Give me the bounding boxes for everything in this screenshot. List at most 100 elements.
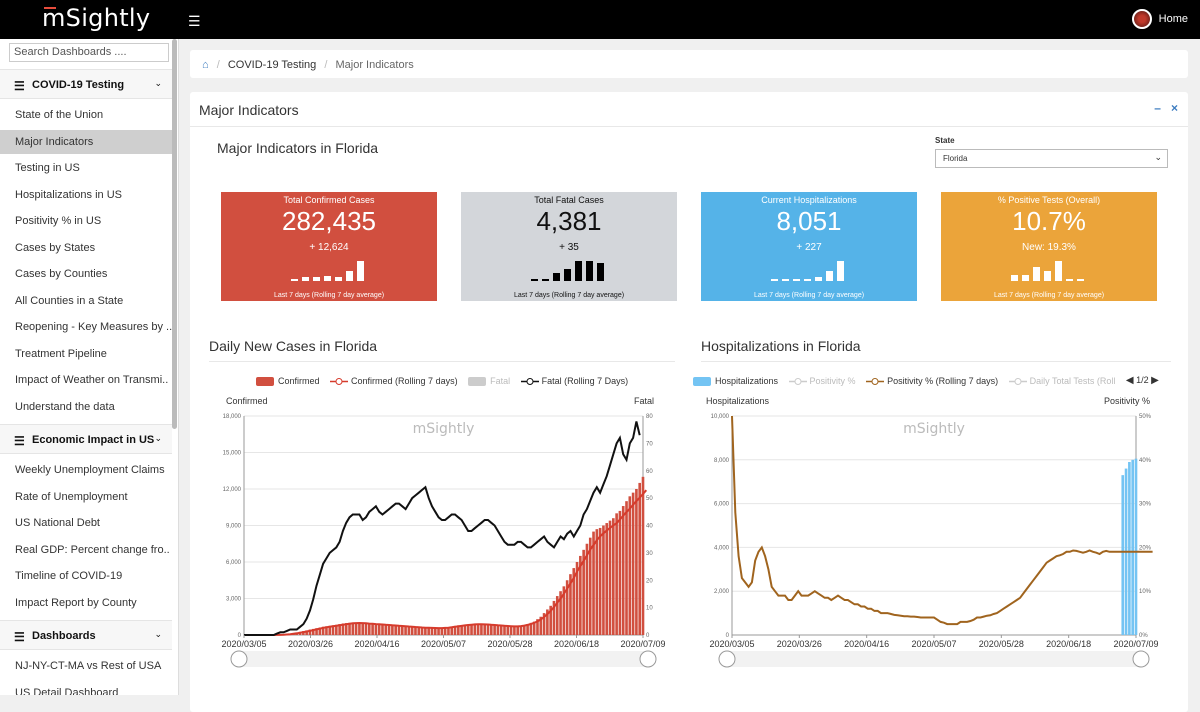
sidebar-section-header[interactable]: ☰COVID-19 Testing⌄: [0, 69, 172, 99]
legend-fatal[interactable]: Fatal: [468, 376, 510, 386]
sparkline-bar: [291, 279, 298, 281]
x-tick-label: 2020/05/28: [979, 639, 1024, 649]
chart-bar: [1131, 460, 1134, 635]
app-logo[interactable]: mSightly: [42, 4, 150, 32]
sidebar-item[interactable]: Timeline of COVID-19: [0, 564, 172, 588]
kpi-title: Current Hospitalizations: [701, 195, 917, 205]
range-handle-left[interactable]: [231, 651, 247, 667]
home-label[interactable]: Home: [1159, 13, 1188, 25]
sidebar-item[interactable]: Impact of Weather on Transmi..: [0, 368, 172, 392]
sparkline-bar: [542, 279, 549, 281]
home-link[interactable]: Home: [1132, 9, 1188, 29]
legend-positivity[interactable]: Positivity %: [789, 376, 856, 386]
kpi-footer: Last 7 days (Rolling 7 day average): [221, 292, 437, 299]
sidebar-item[interactable]: Rate of Unemployment: [0, 485, 172, 509]
sidebar-item[interactable]: All Counties in a State: [0, 289, 172, 313]
search-dashboards-input[interactable]: Search Dashboards ....: [9, 43, 169, 62]
sidebar-scrollbar[interactable]: [172, 39, 177, 429]
user-avatar[interactable]: [1132, 9, 1152, 29]
cases-right-axis-title: Fatal: [634, 396, 654, 406]
chart-bar: [629, 496, 632, 635]
chart-bar: [510, 626, 513, 635]
legend-next-icon[interactable]: ▶: [1151, 375, 1159, 386]
breadcrumb-covid-testing[interactable]: COVID-19 Testing: [228, 59, 316, 71]
sparkline-bar: [1066, 279, 1073, 281]
range-slider-track: [239, 651, 648, 667]
breadcrumb-separator: /: [324, 59, 327, 71]
chart-bar: [470, 624, 473, 635]
kpi-title: Total Confirmed Cases: [221, 195, 437, 205]
cases-chart[interactable]: 03,0006,0009,00012,00015,00018,000010203…: [220, 410, 665, 695]
sparkline-bar: [771, 279, 778, 281]
chart-bar: [434, 628, 437, 635]
sidebar-item[interactable]: Testing in US: [0, 156, 172, 180]
chart-bar: [513, 626, 516, 635]
menu-icon: ☰: [14, 434, 25, 448]
chart-bar: [421, 628, 424, 635]
sparkline-bar: [1022, 275, 1029, 281]
sidebar-item[interactable]: Hospitalizations in US: [0, 183, 172, 207]
chart-bar: [391, 626, 394, 635]
chart-bar: [612, 518, 615, 635]
sidebar-item[interactable]: Major Indicators: [0, 130, 172, 154]
legend-hospitalizations[interactable]: Hospitalizations: [693, 376, 778, 386]
legend-confirmed-rolling[interactable]: Confirmed (Rolling 7 days): [330, 376, 458, 386]
sidebar-item[interactable]: Impact Report by County: [0, 591, 172, 615]
minimize-icon[interactable]: –: [1154, 101, 1161, 115]
sidebar-item[interactable]: Treatment Pipeline: [0, 342, 172, 366]
chart-bar: [371, 624, 374, 635]
legend-fatal-rolling[interactable]: Fatal (Rolling 7 Days): [521, 376, 629, 386]
sparkline-bar: [553, 273, 560, 281]
chevron-down-icon[interactable]: ⌄: [154, 433, 162, 444]
right-tick-label: 50: [646, 496, 653, 502]
sidebar-section-header[interactable]: ☰Dashboards⌄: [0, 620, 172, 650]
x-tick-label: 2020/07/09: [1113, 639, 1158, 649]
sidebar-item[interactable]: Real GDP: Percent change fro..: [0, 538, 172, 562]
close-icon[interactable]: ×: [1171, 101, 1178, 115]
state-select[interactable]: Florida ⌄: [935, 149, 1168, 168]
kpi-card[interactable]: % Positive Tests (Overall)10.7%New: 19.3…: [941, 192, 1157, 301]
chart-bar: [642, 477, 645, 635]
range-handle-right[interactable]: [640, 651, 656, 667]
sidebar-item[interactable]: Understand the data: [0, 395, 172, 419]
legend-daily-total-tests[interactable]: Daily Total Tests (Roll: [1009, 376, 1116, 386]
chevron-down-icon[interactable]: ⌄: [154, 78, 162, 89]
kpi-sparkline: [771, 260, 851, 282]
hamburger-menu-icon[interactable]: ☰: [188, 13, 201, 30]
sidebar-item[interactable]: US Detail Dashboard: [0, 681, 172, 696]
sidebar-section-header[interactable]: ☰Economic Impact in US⌄: [0, 424, 172, 454]
home-icon[interactable]: ⌂: [202, 59, 209, 71]
sidebar-item[interactable]: NJ-NY-CT-MA vs Rest of USA: [0, 654, 172, 678]
sidebar-item[interactable]: Cases by States: [0, 236, 172, 260]
chart-bar: [365, 624, 368, 635]
panel-title: Major Indicators: [199, 102, 299, 118]
legend-prev-icon[interactable]: ◀: [1126, 375, 1134, 386]
kpi-footer: Last 7 days (Rolling 7 day average): [701, 292, 917, 299]
sidebar-item[interactable]: Cases by Counties: [0, 262, 172, 286]
sidebar-item[interactable]: US National Debt: [0, 511, 172, 535]
x-tick-label: 2020/04/16: [844, 639, 889, 649]
chart-bar: [398, 626, 401, 635]
sparkline-bar: [1055, 261, 1062, 281]
range-handle-left[interactable]: [719, 651, 735, 667]
chevron-down-icon[interactable]: ⌄: [154, 629, 162, 640]
legend-confirmed[interactable]: Confirmed: [256, 376, 320, 386]
sparkline-bar: [313, 277, 320, 281]
left-tick-label: 6,000: [714, 502, 730, 508]
sidebar-item[interactable]: Weekly Unemployment Claims: [0, 458, 172, 482]
sidebar-item[interactable]: State of the Union: [0, 103, 172, 127]
range-handle-right[interactable]: [1133, 651, 1149, 667]
sidebar-item[interactable]: Positivity % in US: [0, 209, 172, 233]
kpi-sparkline: [1011, 260, 1091, 282]
legend-positivity-rolling[interactable]: Positivity % (Rolling 7 days): [866, 376, 998, 386]
left-tick-label: 4,000: [714, 545, 730, 551]
chart-bar: [427, 628, 430, 635]
left-tick-label: 12,000: [223, 487, 242, 493]
sidebar-item[interactable]: Reopening - Key Measures by ..: [0, 315, 172, 339]
sparkline-bar: [782, 279, 789, 281]
series-line: [732, 416, 1153, 624]
hospitalizations-chart[interactable]: 02,0004,0006,0008,00010,0000%10%20%30%40…: [708, 410, 1158, 695]
